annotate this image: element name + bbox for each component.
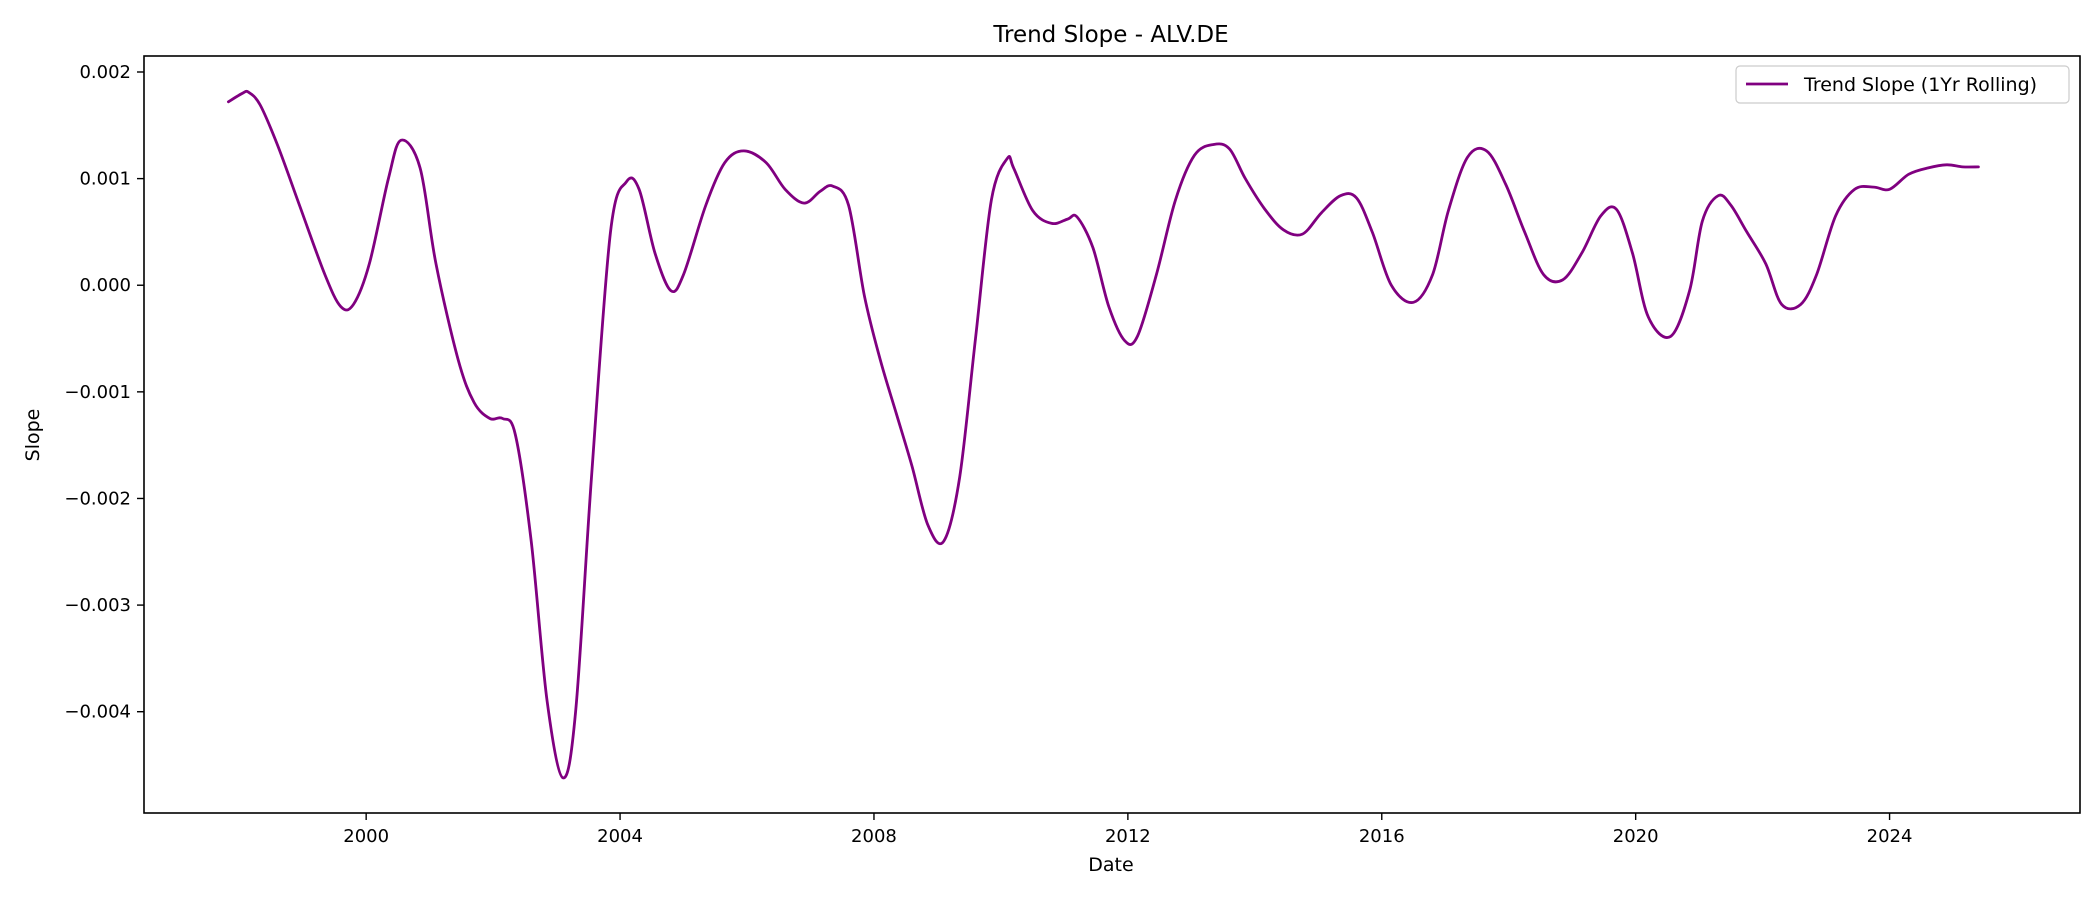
y-axis-ticks: 0.002 0.001 0.000 −0.001 −0.002 −0.003 −0.004: [64, 62, 144, 723]
y-axis-label: Slope: [22, 409, 44, 462]
plot-area: [143, 55, 2081, 814]
series-layer: [227, 89, 1980, 780]
series-line-0: [227, 89, 1980, 780]
y-tick-label: −0.002: [64, 488, 131, 509]
axes-frame: [143, 55, 2081, 814]
y-tick-label: 0.000: [79, 275, 131, 296]
y-tick-label: −0.003: [64, 595, 131, 616]
x-tick-label: 2012: [1105, 826, 1151, 847]
legend-label-trend-slope: Trend Slope (1Yr Rolling): [1803, 74, 2037, 96]
chart-title: Trend Slope - ALV.DE: [992, 22, 1228, 48]
x-axis-label: Date: [1088, 854, 1133, 876]
legend-box: [1735, 65, 2070, 104]
x-tick-label: 2016: [1359, 826, 1405, 847]
legend: Trend Slope (1Yr Rolling): [1735, 65, 2070, 104]
x-tick-label: 2000: [343, 826, 389, 847]
x-axis-ticks: 2000 2004 2008 2012 2016 2020 2024: [343, 813, 1912, 847]
y-tick-label: −0.004: [64, 702, 131, 723]
x-tick-label: 2004: [597, 826, 643, 847]
y-tick-label: 0.002: [79, 62, 131, 83]
x-tick-label: 2008: [851, 826, 897, 847]
x-tick-label: 2020: [1613, 826, 1659, 847]
y-tick-label: 0.001: [79, 169, 131, 190]
y-tick-label: −0.001: [64, 382, 131, 403]
x-tick-label: 2024: [1867, 826, 1913, 847]
